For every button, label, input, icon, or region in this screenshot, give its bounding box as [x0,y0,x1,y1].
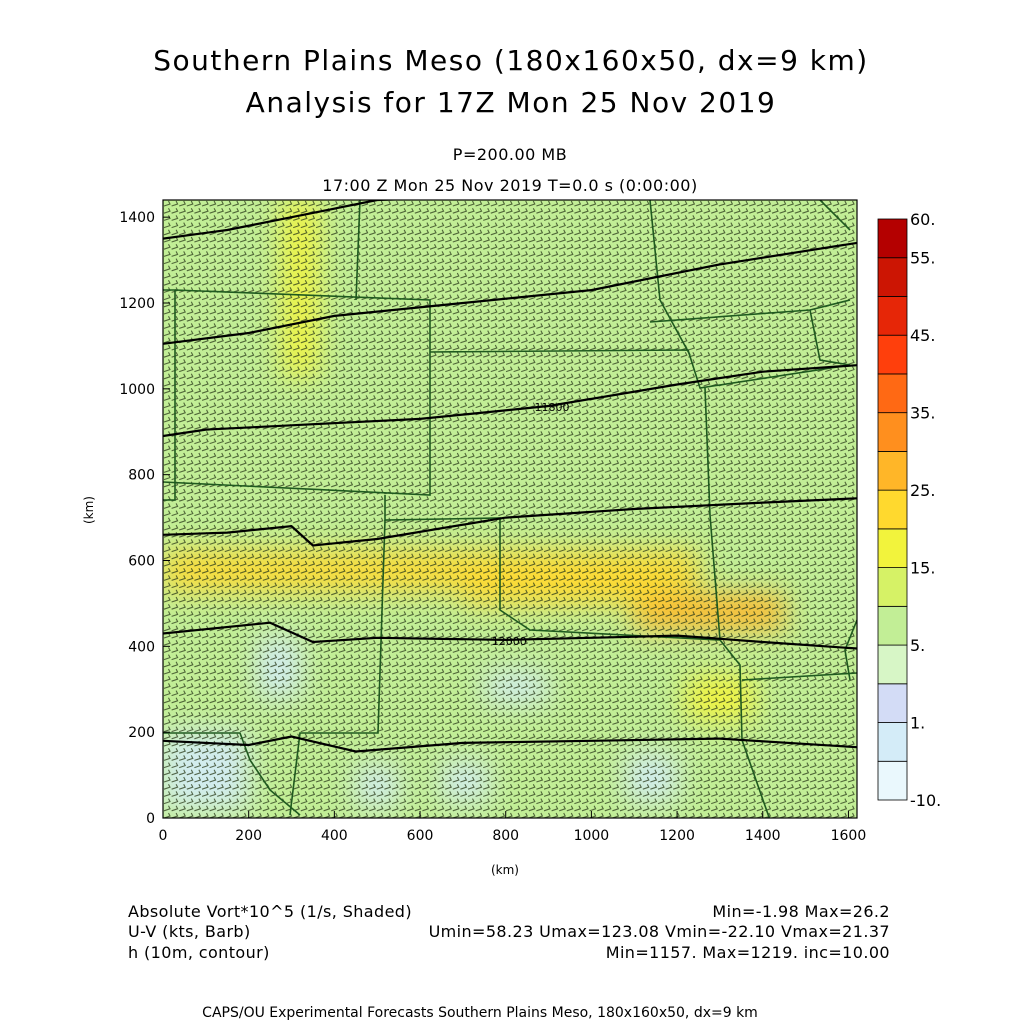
x-tick-label: 1600 [831,828,867,844]
colorbar-segment [877,257,908,297]
colorbar-label: 60. [910,210,935,229]
state-border [163,732,301,816]
colorbar-label: 45. [910,326,935,345]
field-feature-low [625,753,678,801]
colorbar-segment [877,528,908,568]
height-contours: 11800 12000 [163,200,857,753]
colorbar-segment [877,605,908,646]
x-tick-label: 1400 [745,828,781,844]
colorbar-segment [877,722,908,762]
height-contour [163,497,857,547]
colorbar-segment [877,489,908,530]
colorbar-segment [877,644,908,685]
field-feature-low [355,766,399,806]
height-contour [163,200,411,240]
chart-title-line1: Southern Plains Meso (180x160x50, dx=9 k… [153,44,869,77]
state-border [289,519,386,816]
pressure-level: P=200.00 MB [452,145,568,164]
colorbar-segment [877,760,908,801]
contour-label: 11800 [535,401,570,414]
height-contour [163,241,857,345]
wind-minmax: Umin=58.23 Umax=123.08 Vmin=-22.10 Vmax=… [428,922,890,941]
colorbar-segment [877,412,908,452]
colorbar-label: 15. [910,559,935,578]
state-border [163,289,176,501]
field-feature-band [282,200,318,376]
state-border [741,672,857,681]
state-border [819,200,851,231]
colorbar-segment [877,296,908,336]
colorbar: -10. 1. 5. 15. 25. 35. 45. 55. 60. [877,210,941,810]
height-minmax: Min=1157. Max=1219. inc=10.00 [605,943,890,962]
colorbar-segment [877,450,908,491]
field-label-vort: Absolute Vort*10^5 (1/s, Shaded) [128,902,413,921]
height-contour [163,621,857,650]
axes: 0 200 400 600 800 1000 1200 1400 1600 0 200 400 600 8… [82,210,866,877]
y-tick-label: 400 [128,639,155,655]
x-tick-label: 400 [321,828,348,844]
y-tick-label: 1000 [119,382,155,398]
x-tick-label: 0 [159,828,168,844]
y-axis-label: (km) [82,496,96,524]
colorbar-segment [877,218,908,259]
x-tick-label: 200 [235,828,262,844]
y-tick-label: 800 [128,468,155,484]
colorbar-label: 55. [910,249,935,268]
colorbar-segment [877,373,908,414]
height-contour [163,735,857,753]
colorbar-label: 35. [910,404,935,423]
state-border [355,200,361,301]
height-contour [163,364,857,438]
vort-minmax: Min=-1.98 Max=26.2 [712,902,890,921]
state-border [163,289,431,496]
state-border [844,619,857,681]
state-border [809,309,851,366]
state-border [649,200,691,356]
chart-title-line2: Analysis for 17Z Mon 25 Nov 2019 [245,86,777,119]
y-tick-label: 0 [146,811,155,827]
colorbar-label: 5. [910,636,925,655]
y-tick-label: 1400 [119,210,155,226]
x-tick-label: 1000 [574,828,610,844]
plot-frame [162,199,858,819]
x-tick-label: 600 [407,828,434,844]
wind-barbs [163,200,855,818]
y-tick-label: 1200 [119,296,155,312]
contour-label: 12000 [492,635,527,648]
colorbar-segment [877,683,908,723]
field-label-height: h (10m, contour) [128,943,270,962]
y-tick-label: 200 [128,725,155,741]
x-axis-label: (km) [491,863,519,877]
y-tick-label: 600 [128,554,155,570]
field-feature-band [462,577,656,604]
vorticity-shading [163,200,857,818]
state-border [429,349,851,389]
state-border [704,387,771,818]
credit-line: CAPS/OU Experimental Forecasts Southern … [202,1005,758,1021]
field-feature-band [685,676,755,720]
x-tick-label: 800 [492,828,519,844]
colorbar-segment [877,334,908,375]
barb-field [163,200,855,818]
state-border [384,495,721,641]
colorbar-label: -10. [910,791,941,810]
x-tick-label: 1200 [659,828,695,844]
colorbar-segment [877,567,908,607]
field-background [163,200,857,818]
state-borders [163,200,857,818]
field-label-wind: U-V (kts, Barb) [128,922,251,941]
colorbar-label: 1. [910,714,925,733]
valid-time: 17:00 Z Mon 25 Nov 2019 T=0.0 s (0:00:00… [322,176,698,195]
colorbar-label: 25. [910,481,935,500]
